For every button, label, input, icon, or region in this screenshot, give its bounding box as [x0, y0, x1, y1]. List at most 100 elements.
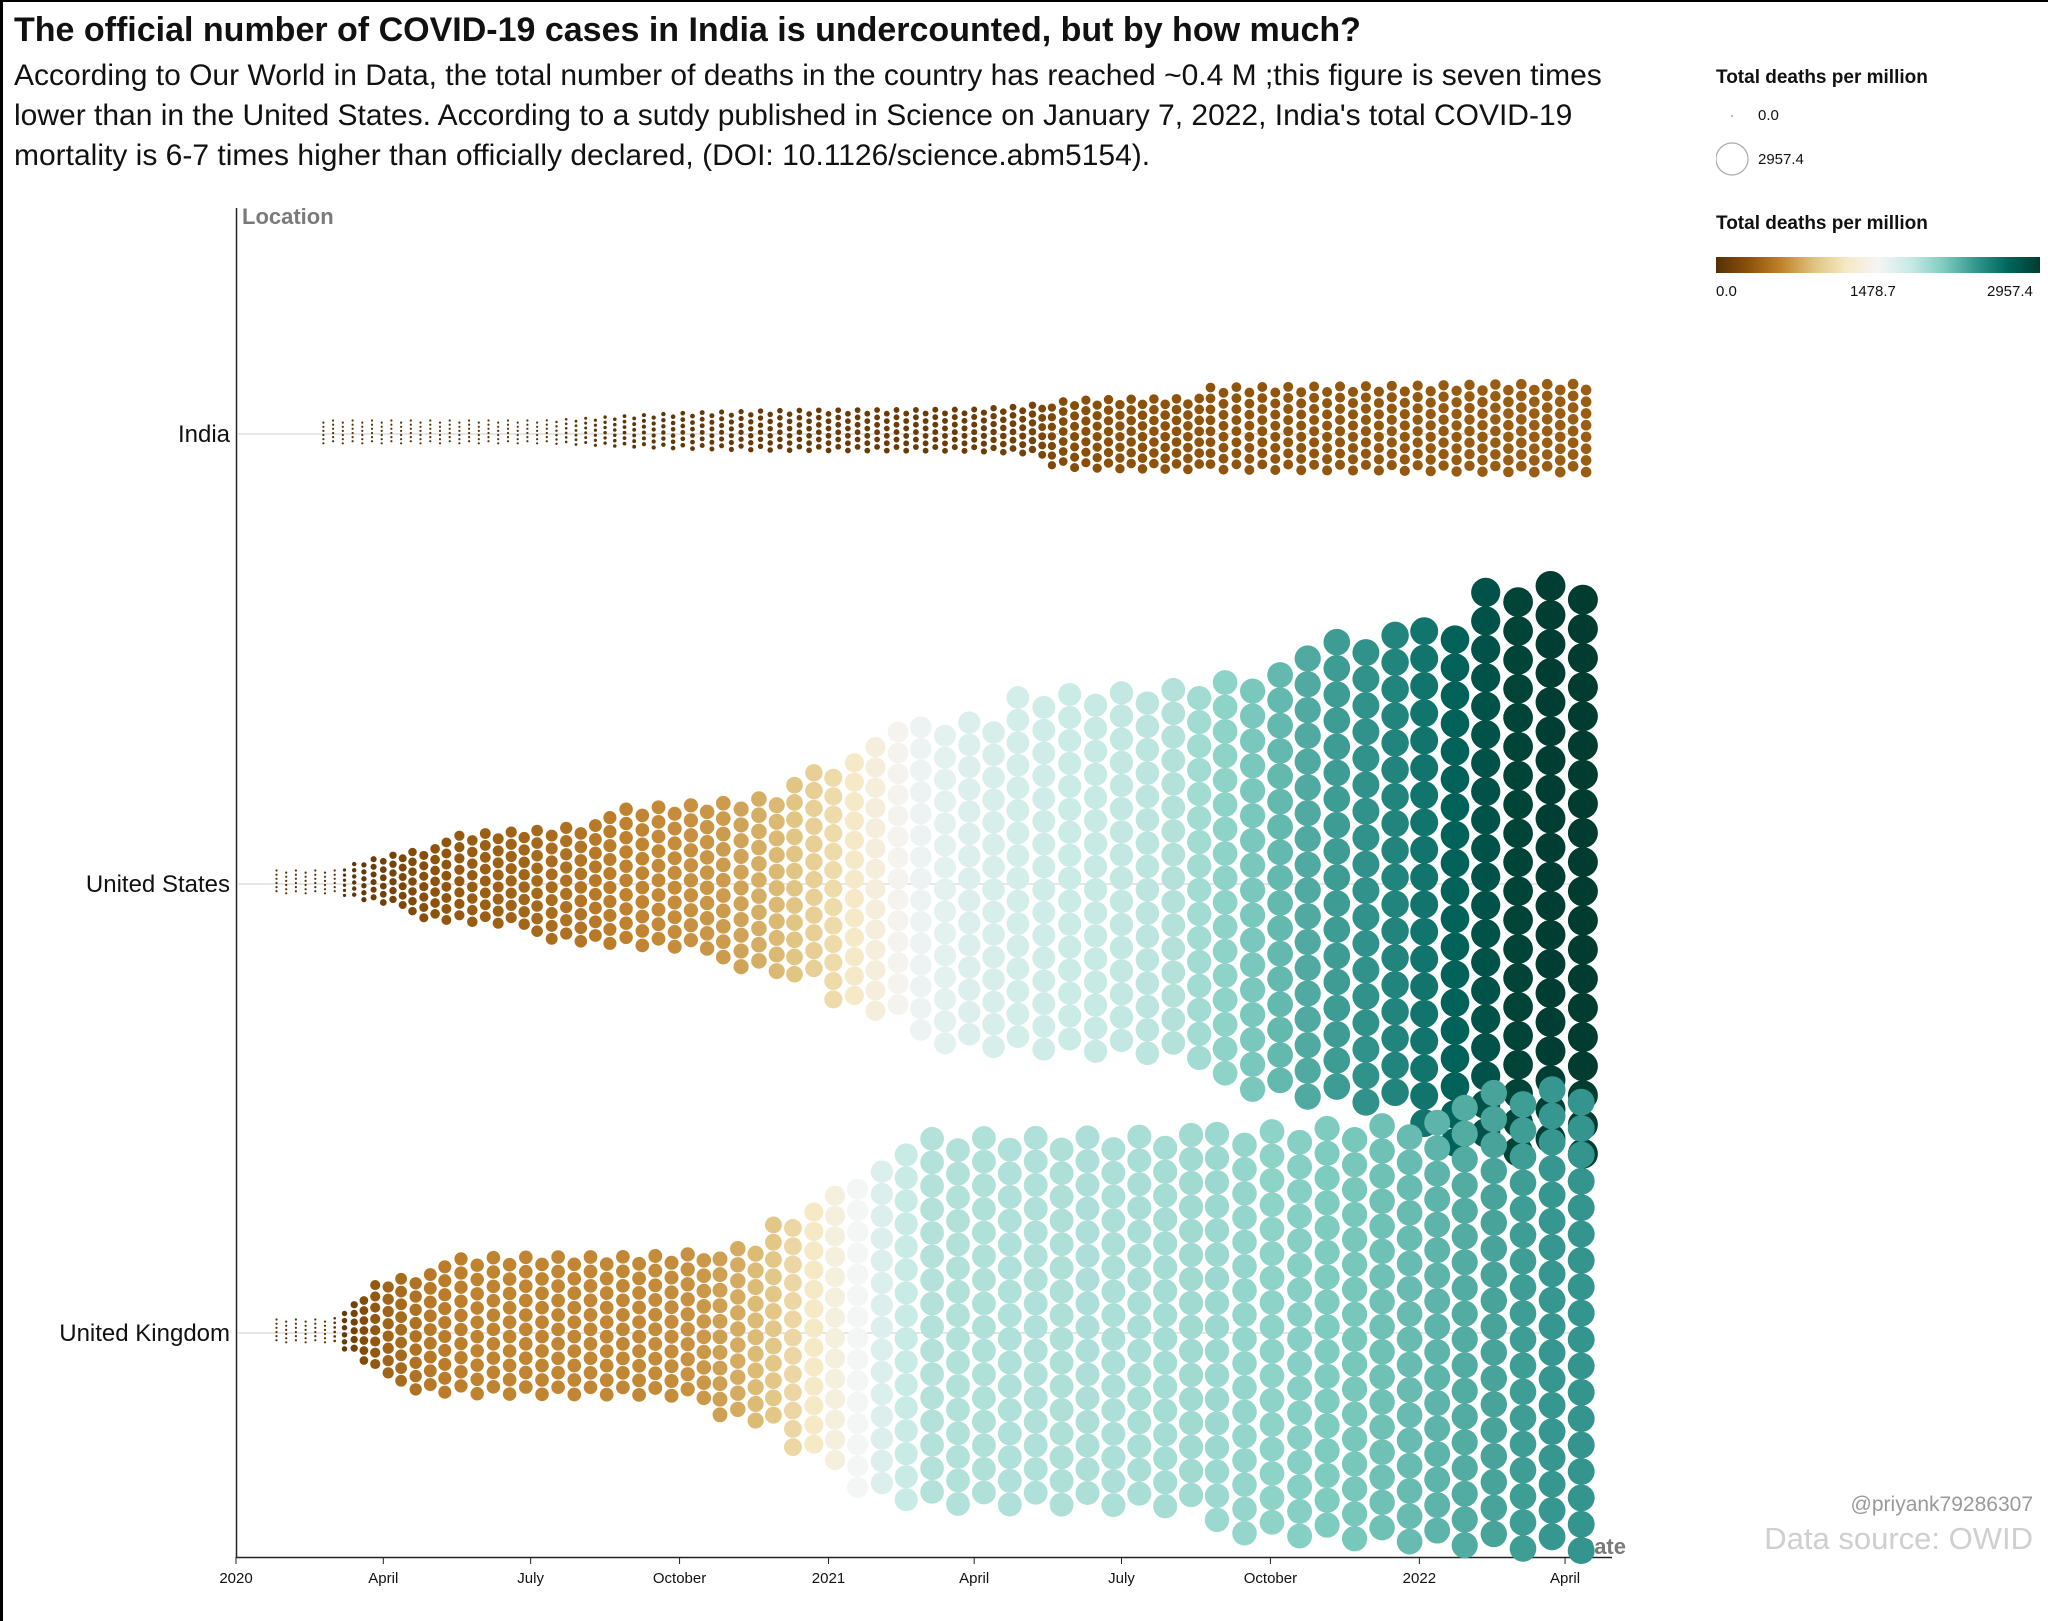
data-point	[389, 851, 397, 859]
data-point	[599, 1373, 614, 1387]
data-point	[560, 900, 573, 914]
data-point	[616, 1366, 630, 1380]
data-point	[560, 821, 573, 835]
data-point	[933, 746, 957, 769]
data-point	[824, 1368, 846, 1389]
data-point	[667, 821, 682, 836]
data-point	[1424, 1441, 1451, 1468]
data-point	[1381, 809, 1409, 838]
data-point	[1178, 1218, 1204, 1244]
data-point	[1171, 415, 1182, 426]
data-point	[680, 430, 686, 435]
data-point	[1440, 681, 1470, 710]
data-point	[1058, 1027, 1082, 1051]
data-point	[670, 439, 676, 445]
data-point	[1451, 466, 1462, 477]
data-point	[648, 1351, 663, 1366]
data-point	[567, 1271, 582, 1286]
data-point	[946, 1468, 970, 1493]
data-point	[971, 1456, 996, 1481]
data-point	[423, 1378, 437, 1392]
data-point	[389, 878, 397, 886]
data-point	[333, 890, 336, 893]
data-point	[1535, 861, 1566, 892]
data-point	[971, 1409, 996, 1434]
data-point	[574, 867, 588, 881]
data-point	[1424, 1262, 1451, 1289]
data-point	[1480, 1235, 1508, 1262]
data-point	[400, 438, 403, 441]
data-point	[1410, 863, 1439, 892]
data-point	[980, 440, 988, 447]
data-point	[1360, 459, 1371, 470]
data-point	[824, 1267, 846, 1288]
data-point	[1127, 1338, 1152, 1363]
data-point	[1567, 1484, 1595, 1512]
data-point	[835, 429, 842, 436]
data-point	[982, 788, 1005, 812]
data-point	[1541, 378, 1553, 390]
data-point	[1410, 1054, 1439, 1083]
data-point	[382, 1367, 394, 1379]
data-point	[1424, 1237, 1451, 1264]
data-point	[616, 1249, 630, 1264]
data-point	[1232, 1278, 1257, 1303]
data-point	[815, 407, 822, 414]
data-point	[1032, 832, 1056, 856]
data-point	[1314, 1215, 1340, 1241]
data-point	[982, 811, 1005, 834]
data-point	[1396, 1275, 1423, 1302]
data-point	[1369, 1188, 1395, 1214]
data-point	[1396, 1503, 1423, 1530]
data-point	[492, 869, 504, 881]
data-point	[467, 846, 478, 858]
data-point	[1267, 940, 1293, 967]
data-point	[738, 408, 744, 415]
data-point	[390, 419, 393, 422]
data-point	[1503, 702, 1533, 733]
data-point	[430, 908, 440, 919]
data-point	[467, 835, 478, 846]
data-point	[894, 1419, 918, 1443]
data-point	[1160, 399, 1171, 410]
data-point	[398, 882, 407, 891]
data-point	[1006, 708, 1030, 732]
data-point	[1081, 458, 1091, 468]
data-point	[1503, 587, 1533, 617]
data-point	[1006, 821, 1030, 845]
data-point	[1023, 1267, 1048, 1292]
data-point	[370, 886, 377, 893]
data-point	[1231, 382, 1242, 393]
data-point	[1204, 1338, 1230, 1364]
data-point	[322, 433, 325, 437]
data-point	[275, 1322, 278, 1325]
data-point	[1538, 1155, 1566, 1183]
data-point	[1259, 1143, 1285, 1169]
left-border	[0, 0, 3, 1621]
data-point	[715, 811, 731, 826]
data-point	[448, 431, 451, 435]
data-point	[1352, 824, 1380, 852]
data-point	[1023, 1409, 1048, 1434]
data-point	[894, 1396, 918, 1420]
data-point	[1386, 460, 1397, 471]
data-point	[990, 444, 997, 452]
data-point	[1058, 427, 1068, 436]
data-point	[824, 787, 843, 806]
x-tick-label: April	[959, 1570, 989, 1587]
data-point	[783, 1401, 802, 1420]
data-point	[942, 447, 948, 454]
data-point	[982, 990, 1005, 1014]
data-point	[1386, 414, 1397, 425]
data-point	[352, 880, 357, 885]
data-point	[1153, 1374, 1178, 1399]
data-point	[805, 942, 823, 960]
data-point	[767, 447, 773, 453]
data-point	[1464, 402, 1475, 414]
data-point	[933, 724, 957, 747]
data-point	[583, 1365, 598, 1380]
data-point	[536, 438, 539, 441]
data-point	[1058, 889, 1082, 913]
data-point	[1538, 1365, 1566, 1393]
data-point	[894, 1235, 918, 1259]
